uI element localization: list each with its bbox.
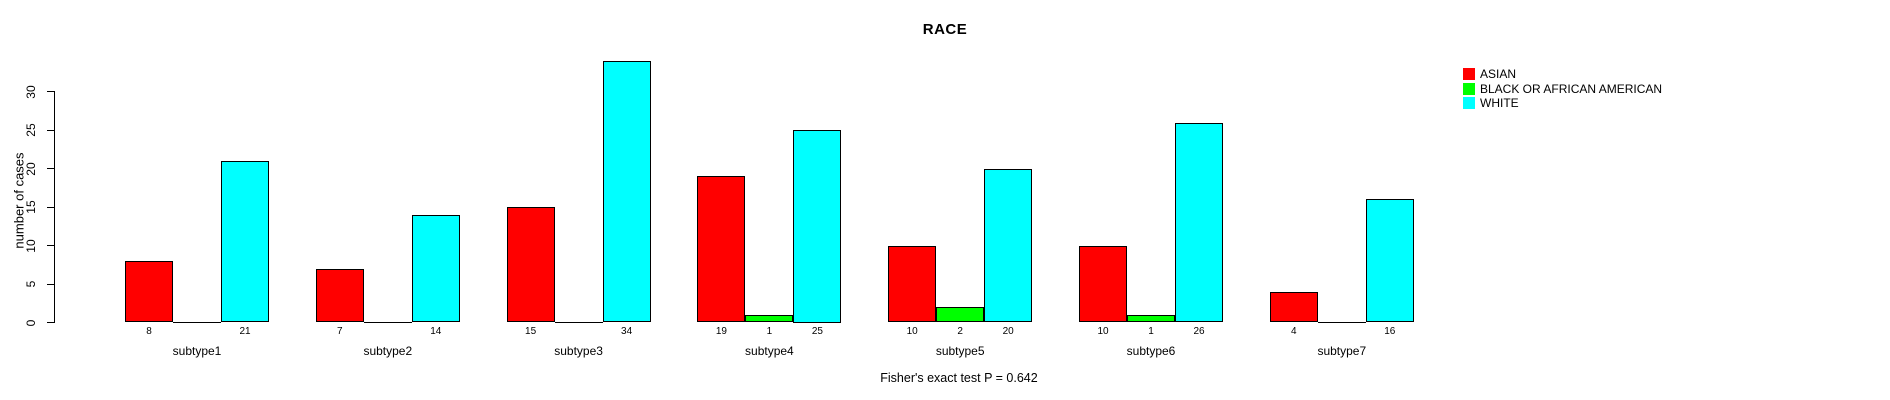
bar-value-label: 20 (1002, 326, 1014, 337)
x-category-label: subtype5 (935, 344, 985, 358)
bar-asian (125, 260, 173, 323)
bar-black-or-african-american (1127, 314, 1175, 323)
x-category-label: subtype6 (1126, 344, 1176, 358)
legend-label: BLACK OR AFRICAN AMERICAN (1480, 81, 1663, 96)
bar-white (1365, 199, 1414, 323)
y-axis-tick (47, 168, 55, 170)
bar-white (221, 161, 269, 323)
y-axis-tick-label: 15 (24, 200, 38, 214)
bar-value-label: 7 (337, 326, 343, 337)
bar-value-label: 15 (525, 326, 537, 337)
bar-value-label: 34 (621, 326, 633, 337)
x-category-label: subtype3 (554, 344, 603, 358)
x-category-label: subtype7 (1317, 344, 1367, 358)
bar-value-label: 19 (715, 326, 727, 337)
y-axis-tick (47, 91, 55, 93)
bar-white (602, 61, 651, 323)
legend-swatch (1463, 82, 1475, 95)
legend-swatch (1463, 68, 1475, 80)
bar-asian (315, 268, 364, 323)
bar-value-label: 1 (766, 326, 773, 337)
y-axis-tick-label: 0 (24, 319, 38, 326)
bar-asian (888, 245, 937, 323)
fisher-test-annotation: Fisher's exact test P = 0.642 (880, 371, 1038, 385)
x-category-label: subtype4 (745, 344, 794, 358)
bar-value-label: 2 (957, 326, 963, 337)
bar-value-label: 4 (1291, 326, 1297, 337)
bar-asian (1269, 291, 1318, 323)
legend-label: WHITE (1480, 96, 1519, 110)
bar-value-label: 21 (239, 326, 251, 337)
bar-value-label: 14 (430, 326, 442, 337)
y-axis-tick-label: 25 (24, 123, 38, 137)
bar-asian (1079, 245, 1127, 323)
y-axis-tick-label: 30 (24, 85, 38, 99)
bar-black-or-african-american (745, 314, 794, 323)
legend-label: ASIAN (1480, 67, 1517, 81)
bar-black-or-african-american (936, 307, 985, 323)
zero-bar (363, 321, 412, 323)
y-axis-tick (47, 245, 55, 247)
bar-value-label: 25 (811, 326, 823, 337)
x-category-label: subtype2 (363, 344, 413, 358)
y-axis-tick (47, 283, 55, 285)
bar-asian (697, 176, 746, 323)
y-axis-tick-label: 5 (24, 280, 38, 288)
x-category-label: subtype1 (172, 344, 222, 358)
zero-bar (554, 321, 603, 323)
bar-value-label: 1 (1148, 326, 1154, 337)
y-axis-tick (47, 322, 55, 323)
bar-value-label: 10 (1097, 326, 1109, 337)
zero-bar (173, 321, 221, 323)
bar-white (984, 168, 1033, 323)
bar-value-label: 8 (146, 326, 152, 337)
bar-white (793, 130, 842, 323)
bar-asian (506, 207, 555, 323)
zero-bar (1317, 321, 1366, 323)
bar-white (1175, 122, 1223, 323)
y-axis-tick-label: 10 (24, 238, 38, 253)
y-axis-tick (47, 206, 55, 208)
bar-value-label: 26 (1193, 326, 1205, 337)
bar-white (411, 214, 460, 323)
bar-value-label: 10 (906, 326, 918, 337)
chart-title: RACE (922, 21, 968, 38)
bar-value-label: 16 (1384, 326, 1396, 337)
y-axis-tick (47, 129, 55, 131)
y-axis-tick-label: 20 (24, 162, 38, 176)
legend-swatch (1463, 97, 1475, 109)
